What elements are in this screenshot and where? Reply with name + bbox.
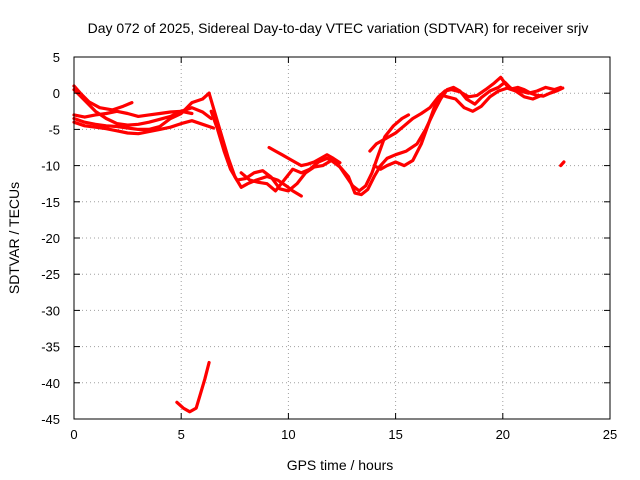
series-arc-10: [368, 75, 563, 153]
x-tick-label: 10: [281, 427, 295, 442]
y-axis-label: SDTVAR / TECUs: [6, 182, 22, 294]
y-tick-label: -30: [41, 303, 60, 318]
series-arc-1: [72, 84, 134, 112]
y-tick-label: 5: [53, 50, 60, 65]
series-arc-7: [209, 109, 411, 193]
series-arc-3: [72, 91, 211, 131]
series-group: [72, 75, 566, 414]
series-arc-9: [267, 145, 342, 168]
x-tick-label: 25: [603, 427, 617, 442]
series-arc-8: [239, 80, 565, 197]
grid-lines: [74, 57, 610, 419]
y-tick-label: -5: [48, 122, 60, 137]
y-tick-label: -25: [41, 267, 60, 282]
chart-title: Day 072 of 2025, Sidereal Day-to-day VTE…: [88, 20, 589, 36]
x-tick-label: 15: [388, 427, 402, 442]
x-tick-label: 0: [70, 427, 77, 442]
y-tick-label: 0: [53, 86, 60, 101]
y-tick-label: -40: [41, 376, 60, 391]
y-tick-label: -15: [41, 195, 60, 210]
y-tick-label: -10: [41, 159, 60, 174]
series-arc-6: [207, 91, 303, 198]
series-arc-11: [372, 86, 543, 171]
x-tick-label: 20: [496, 427, 510, 442]
series-arc-5: [72, 109, 194, 119]
x-tick-label: 5: [178, 427, 185, 442]
series-arc-2: [72, 88, 213, 127]
x-axis-label: GPS time / hours: [287, 457, 394, 473]
axis-ticks: 0 5 10 15 20 25 5 0 -5 -10 -15 -20 -25 -30 -35 -40 -45: [41, 50, 617, 442]
series-arc-12: [175, 360, 211, 414]
y-tick-label: -45: [41, 412, 60, 427]
y-tick-label: -20: [41, 231, 60, 246]
y-tick-label: -35: [41, 340, 60, 355]
series-arc-13: [559, 160, 566, 168]
series-arc-4: [72, 119, 215, 136]
